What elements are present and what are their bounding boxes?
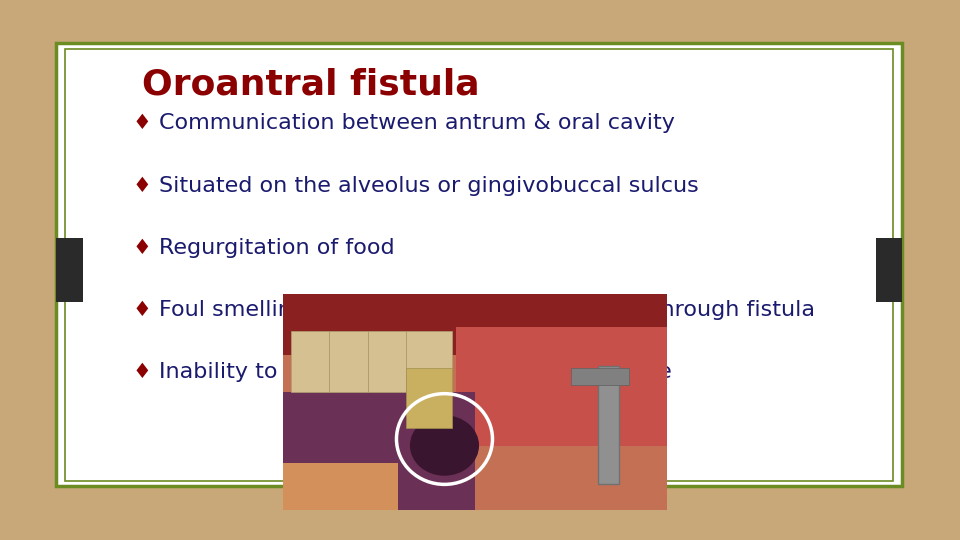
Bar xyxy=(56,43,902,486)
Ellipse shape xyxy=(410,415,479,476)
Bar xyxy=(56,238,83,302)
Bar xyxy=(456,327,667,446)
Text: Foul smelling discharge through the nose & through fistula: Foul smelling discharge through the nose… xyxy=(159,300,815,320)
Text: Communication between antrum & oral cavity: Communication between antrum & oral cavi… xyxy=(159,113,675,133)
Text: Regurgitation of food: Regurgitation of food xyxy=(159,238,395,258)
Bar xyxy=(65,49,893,481)
Bar xyxy=(876,238,902,302)
Text: Situated on the alveolus or gingivobuccal sulcus: Situated on the alveolus or gingivobucca… xyxy=(159,176,699,195)
Text: ♦: ♦ xyxy=(132,362,152,382)
Text: Inability to build positive or negative pressure: Inability to build positive or negative … xyxy=(159,362,672,382)
Text: ♦: ♦ xyxy=(132,113,152,133)
Text: Oroantral fistula: Oroantral fistula xyxy=(142,68,480,102)
Bar xyxy=(291,331,452,392)
Text: ♦: ♦ xyxy=(132,238,152,258)
Bar xyxy=(283,294,667,355)
Bar xyxy=(406,368,452,428)
Bar xyxy=(283,392,475,510)
Bar xyxy=(571,368,629,385)
Text: ♦: ♦ xyxy=(132,300,152,320)
Text: ♦: ♦ xyxy=(132,176,152,195)
Bar xyxy=(283,463,398,510)
Bar xyxy=(283,294,667,510)
Bar xyxy=(598,366,619,484)
